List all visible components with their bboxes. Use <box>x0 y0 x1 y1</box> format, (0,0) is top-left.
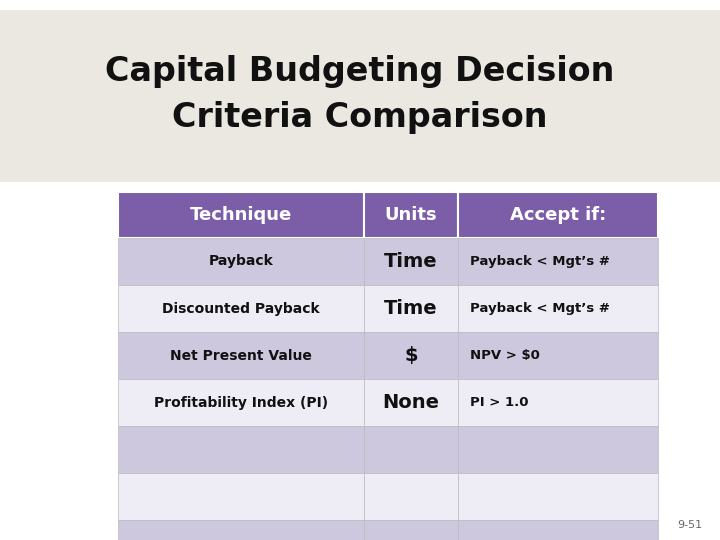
Bar <box>458 285 658 332</box>
Text: 9-51: 9-51 <box>677 520 702 530</box>
Text: Units: Units <box>384 206 437 224</box>
Bar <box>458 379 658 426</box>
Bar <box>458 192 658 238</box>
Text: Payback < Mgt’s #: Payback < Mgt’s # <box>470 302 610 315</box>
Text: Accept if:: Accept if: <box>510 206 606 224</box>
Text: Profitability Index (PI): Profitability Index (PI) <box>154 395 328 409</box>
Text: Technique: Technique <box>190 206 292 224</box>
Bar <box>458 426 658 473</box>
Bar <box>364 473 458 520</box>
Bar <box>458 520 658 540</box>
Text: Discounted Payback: Discounted Payback <box>162 301 320 315</box>
Bar <box>458 473 658 520</box>
Text: Capital Budgeting Decision: Capital Budgeting Decision <box>105 55 615 87</box>
Text: Time: Time <box>384 299 438 318</box>
Bar <box>118 192 364 238</box>
Text: Payback: Payback <box>209 254 273 268</box>
Bar <box>118 473 364 520</box>
Text: Time: Time <box>384 252 438 271</box>
Bar <box>458 332 658 379</box>
Bar <box>118 520 364 540</box>
Text: $: $ <box>404 346 418 365</box>
Bar <box>118 285 364 332</box>
Bar <box>118 379 364 426</box>
Bar <box>458 238 658 285</box>
Text: Net Present Value: Net Present Value <box>170 348 312 362</box>
Bar <box>364 192 458 238</box>
Text: None: None <box>382 393 439 412</box>
Bar <box>364 285 458 332</box>
Text: Payback < Mgt’s #: Payback < Mgt’s # <box>470 255 610 268</box>
Text: NPV > $0: NPV > $0 <box>470 349 540 362</box>
Bar <box>364 379 458 426</box>
Bar <box>364 332 458 379</box>
Bar <box>0 10 720 182</box>
Bar <box>364 520 458 540</box>
Bar <box>118 426 364 473</box>
Text: PI > 1.0: PI > 1.0 <box>470 396 528 409</box>
Text: Criteria Comparison: Criteria Comparison <box>172 102 548 134</box>
Bar <box>364 426 458 473</box>
Bar <box>118 332 364 379</box>
Bar <box>364 238 458 285</box>
Bar <box>118 238 364 285</box>
